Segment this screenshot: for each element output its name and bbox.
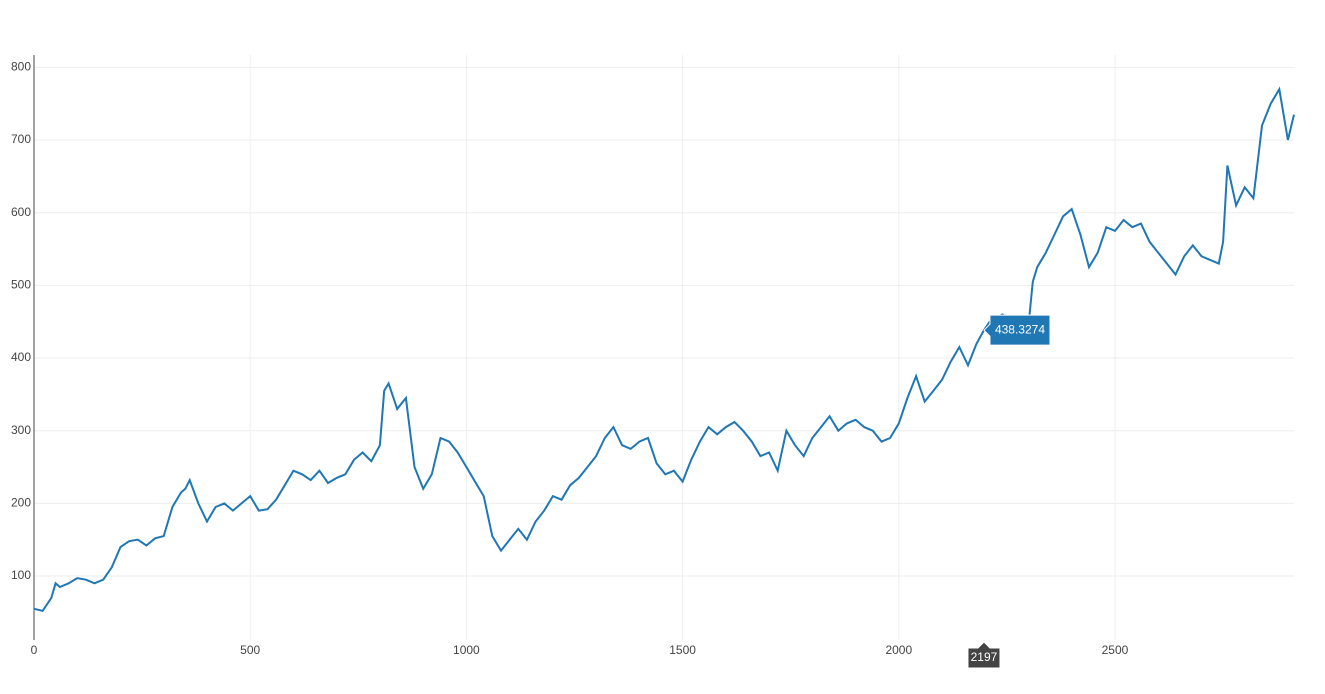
hover-x: 2197 (971, 650, 998, 664)
y-tick-label: 200 (11, 496, 31, 510)
line-series (33, 86, 1295, 613)
y-tick-label: 300 (11, 423, 31, 437)
hover-x-label: 2197 (967, 641, 1001, 669)
hover-value: 438.3274 (995, 322, 1045, 336)
y-tick-label: 600 (11, 205, 31, 219)
x-tick-label: 1500 (669, 643, 696, 657)
x-tick-label: 1000 (453, 643, 480, 657)
x-tick-label: 2000 (885, 643, 912, 657)
y-tick-label: 100 (11, 568, 31, 582)
hover-box (983, 314, 1051, 346)
hover-box (967, 641, 1001, 669)
y-tick-label: 800 (11, 60, 31, 74)
x-tick-label: 500 (240, 643, 260, 657)
x-tick-label: 2500 (1102, 643, 1129, 657)
x-tick-label: 0 (31, 643, 38, 657)
y-tick-label: 400 (11, 350, 31, 364)
y-tick-label: 500 (11, 278, 31, 292)
y-tick-label: 700 (11, 132, 31, 146)
hover-value-label: 438.3274 (983, 314, 1051, 346)
